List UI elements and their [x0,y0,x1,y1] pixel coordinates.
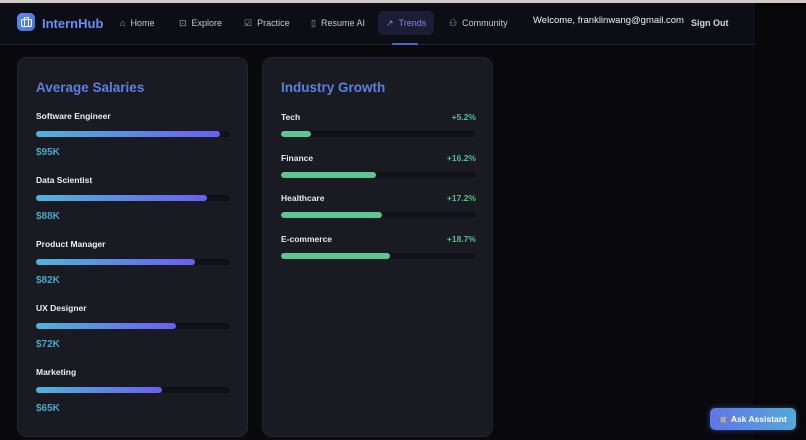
document-icon: ▯ [311,17,316,28]
growth-item: Healthcare +17.2% [281,193,476,218]
growth-value: +18.7% [446,233,476,244]
salary-item: Software Engineer $95K [36,111,230,158]
salary-value: $72K [36,339,60,350]
salary-value: $82K [36,275,60,286]
salary-value: $95K [36,147,60,158]
industry-label: Tech [281,112,301,122]
salary-bar-fill [36,323,176,329]
growth-value: +16.2% [446,152,476,163]
nav-resume-ai[interactable]: ▯ Resume AI [303,11,373,35]
top-nav: InternHub ⌂ Home ⊡ Explore ☑ Practice ▯ Resu… [0,3,755,45]
growth-item: E-commerce +18.7% [281,234,476,259]
growth-value: +17.2% [446,193,476,203]
robot-icon: 🤖 [719,416,728,423]
industry-label: Finance [281,152,314,163]
ask-assistant-label: Ask Assistant [730,414,787,424]
salary-value: $88K [36,211,60,222]
growth-item: Finance +16.2% [281,153,476,178]
nav-label: Home [130,18,155,28]
nav-label: Community [462,18,508,28]
card-title: Industry Growth [281,80,386,95]
salary-bar-track [36,131,230,137]
role-label: Product Manager [36,239,106,249]
sign-out-button[interactable]: Sign Out [691,18,729,28]
growth-bar-fill [281,252,391,259]
home-icon: ⌂ [120,18,126,28]
nav-label: Resume AI [320,18,365,28]
nav-community[interactable]: ⚇ Community [441,11,516,35]
salary-item: UX Designer $72K [36,303,230,350]
nav-label: Explore [191,18,223,28]
growth-bar-track [281,171,476,178]
nav-trends[interactable]: ↗ Trends [378,11,435,35]
briefcase-icon: ⊡ [179,17,187,28]
nav-practice[interactable]: ☑ Practice [236,11,298,35]
role-label: Marketing [36,367,77,377]
users-icon: ⚇ [449,17,458,28]
card-title: Average Salaries [36,80,145,95]
briefcase-logo-icon[interactable] [17,13,35,31]
trending-up-icon: ↗ [386,17,394,28]
nav-label: Trends [398,18,427,28]
salary-item: Data Scientist $88K [36,175,230,222]
welcome-text: Welcome, franklinwang@gmail.com [533,15,684,26]
growth-bar-fill [281,131,312,137]
window-edge [0,0,806,3]
checkbox-icon: ☑ [244,17,253,28]
growth-value: +5.2% [451,112,476,122]
industry-label: Healthcare [281,193,325,203]
salary-bar-track [36,259,230,265]
salary-bar-track [36,195,230,201]
salary-bar-fill [36,259,196,265]
salary-bar-fill [36,131,221,137]
salary-item: Product Manager $82K [36,239,230,286]
nav-explore[interactable]: ⊡ Explore [171,11,230,35]
role-label: Software Engineer [36,111,111,121]
role-label: UX Designer [36,303,87,313]
salary-item: Marketing $65K [36,367,230,414]
nav-label: Practice [257,18,290,28]
ask-assistant-button[interactable]: 🤖 Ask Assistant [710,408,796,430]
salary-bar-track [36,323,230,329]
growth-bar-track [281,212,476,218]
growth-bar-track [281,252,476,259]
average-salaries-card: Average Salaries Software Engineer $95K D… [17,57,248,437]
brand-name[interactable]: InternHub [42,16,104,31]
salary-value: $65K [36,403,60,414]
active-tab-indicator [392,43,418,45]
growth-bar-track [281,131,476,137]
background [755,3,806,440]
salary-bar-fill [36,387,163,393]
nav-home[interactable]: ⌂ Home [112,11,162,35]
industry-growth-card: Industry Growth Tech +5.2% Finance +16.2% … [262,57,493,437]
industry-label: E-commerce [281,233,333,244]
salary-bar-fill [36,195,207,201]
role-label: Data Scientist [36,175,93,185]
growth-bar-fill [281,212,382,218]
salary-bar-track [36,387,230,393]
growth-bar-fill [281,171,376,178]
growth-item: Tech +5.2% [281,112,476,137]
